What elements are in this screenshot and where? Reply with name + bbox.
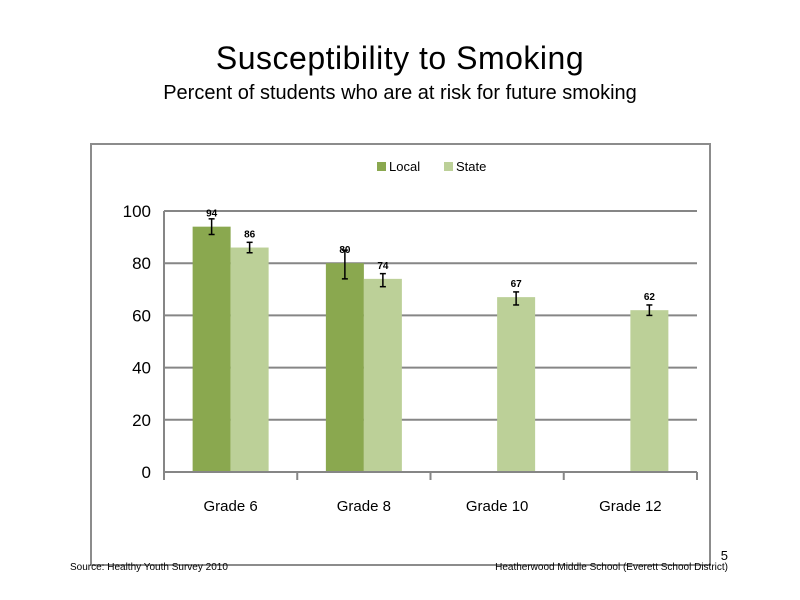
data-label: 94 [206,209,218,220]
y-tick-label: 60 [132,306,151,325]
legend-label-local: Local [389,159,420,174]
y-tick-label: 20 [132,411,151,430]
bar-local [192,226,231,472]
chart-title: Susceptibility to Smoking [215,40,585,76]
x-tick-label: Grade 6 [204,498,258,515]
data-label: 80 [339,245,351,256]
bar-chart: 0 20 40 60 80 100 94 86 Grade 6 80 74 Grade 8 67 Grad… [123,159,698,515]
x-tick-label: Grade 12 [599,498,662,515]
data-label: 67 [511,279,523,290]
page-number: 5 [720,548,728,563]
data-label: 74 [377,261,389,272]
chart-subtitle: Percent of students who are at risk for … [163,82,637,104]
y-tick-label: 100 [123,202,151,221]
school-name: Heatherwood Middle School (Everett Schoo… [495,562,728,573]
bar-state [497,297,536,472]
legend-swatch-state [444,162,453,171]
data-label: 86 [244,230,256,241]
y-tick-label: 40 [132,359,151,378]
bar-state [363,278,402,472]
legend-label-state: State [456,159,486,174]
y-tick-label: 80 [132,254,151,273]
x-tick-label: Grade 10 [466,498,529,515]
x-tick-label: Grade 8 [337,498,391,515]
bar-state [630,310,669,472]
bar-local [325,263,364,472]
data-label: 62 [644,292,656,303]
y-tick-label: 0 [142,463,151,482]
source-note: Source: Healthy Youth Survey 2010 [70,562,228,573]
bar-state [230,247,269,472]
legend-swatch-local [377,162,386,171]
chart-area: 0 20 40 60 80 100 94 86 Grade 6 80 74 Grade 8 67 Grad… [90,143,711,566]
